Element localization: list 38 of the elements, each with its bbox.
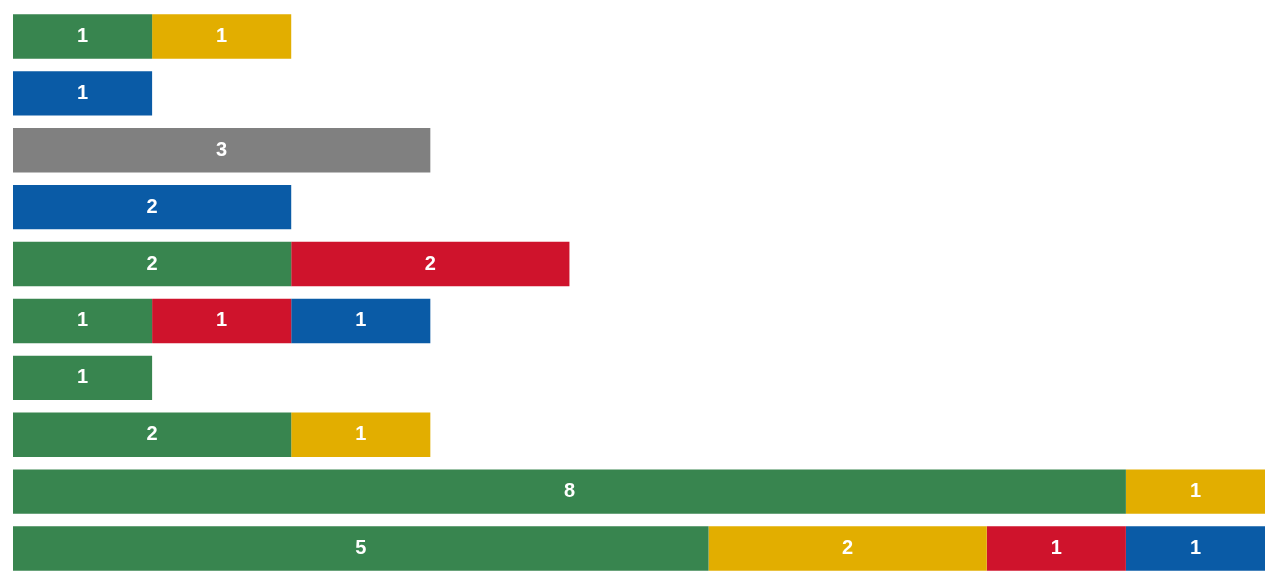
data-label: 2 — [146, 194, 158, 217]
data-label: 1 — [1189, 536, 1202, 559]
data-label: 1 — [355, 422, 367, 445]
data-label: 1 — [76, 80, 89, 103]
bar — [13, 355, 153, 401]
data-label: 1 — [76, 23, 89, 46]
data-label: 1 — [216, 23, 228, 46]
data-label: 3 — [216, 137, 228, 160]
bar — [291, 241, 570, 287]
bar — [13, 469, 1126, 514]
data-label: 1 — [355, 308, 367, 331]
bar — [13, 298, 153, 344]
data-label: 8 — [563, 479, 576, 502]
bar — [13, 184, 292, 230]
data-label: 1 — [76, 308, 89, 331]
bar — [13, 71, 153, 116]
data-label: 1 — [1189, 479, 1202, 502]
bar — [986, 526, 1126, 571]
bar — [291, 298, 431, 344]
data-label: 5 — [355, 536, 367, 559]
bar — [1125, 526, 1265, 571]
data-label: 2 — [146, 251, 158, 274]
data-label: 1 — [76, 365, 89, 388]
bar — [13, 241, 292, 287]
bar — [708, 526, 987, 571]
bar — [13, 14, 153, 59]
data-label: 2 — [842, 536, 854, 559]
bar — [13, 526, 709, 571]
bar — [291, 412, 431, 457]
data-label: 1 — [1050, 536, 1062, 559]
bar — [13, 412, 292, 457]
data-label: 2 — [424, 251, 436, 274]
bar — [152, 298, 292, 344]
bar — [152, 14, 292, 59]
bar — [13, 128, 431, 173]
bar — [1125, 469, 1265, 514]
data-label: 2 — [146, 422, 158, 445]
data-label: 1 — [216, 308, 228, 331]
